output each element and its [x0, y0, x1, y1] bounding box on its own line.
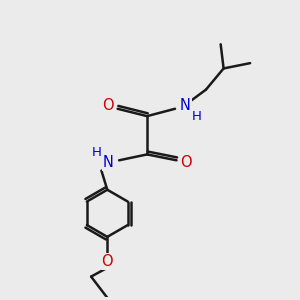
Text: N: N: [103, 155, 113, 170]
Text: H: H: [192, 110, 202, 123]
Text: O: O: [101, 254, 113, 269]
Text: H: H: [92, 146, 102, 159]
Text: O: O: [102, 98, 114, 113]
Text: O: O: [180, 155, 192, 170]
Text: N: N: [180, 98, 191, 113]
